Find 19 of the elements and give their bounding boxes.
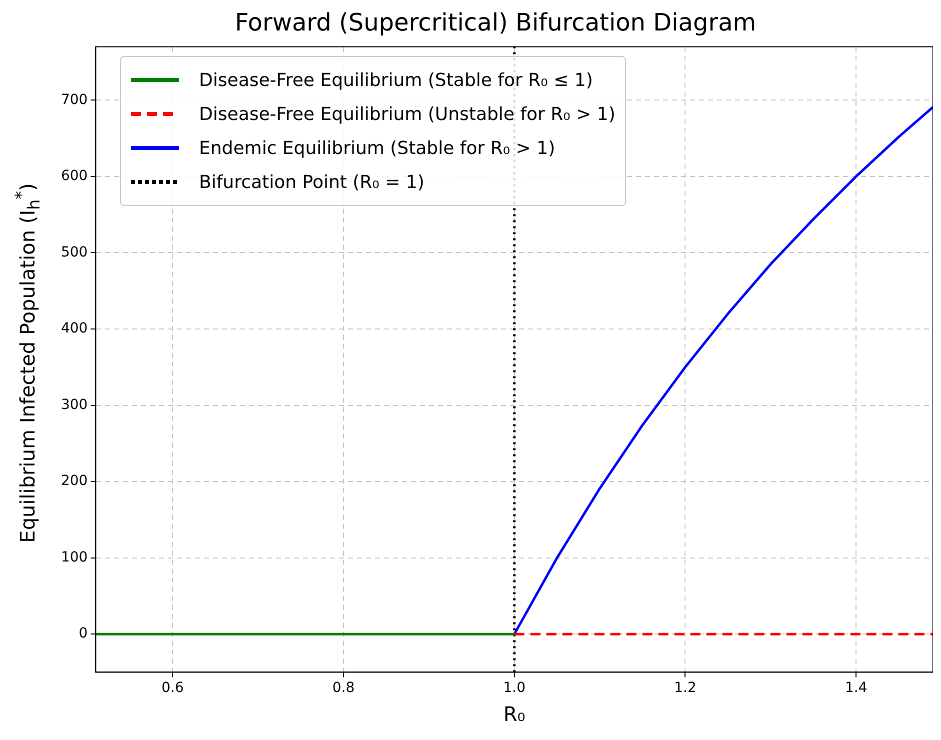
y-tick-label: 300 <box>60 396 88 413</box>
x-tick-label: 0.8 <box>332 680 355 696</box>
chart-title: Forward (Supercritical) Bifurcation Diagram <box>234 8 756 37</box>
y-tick-label: 0 <box>78 626 88 642</box>
y-tick-label: 700 <box>60 92 88 108</box>
legend-label: Bifurcation Point (R₀ = 1) <box>199 172 424 192</box>
y-tick-label: 600 <box>60 168 88 184</box>
y-tick-label: 200 <box>60 473 88 490</box>
x-tick-label: 1.2 <box>674 680 696 696</box>
x-tick-label: 0.6 <box>161 680 184 696</box>
x-tick-label: 1.4 <box>844 680 868 696</box>
legend-label: Endemic Equilibrium (Stable for R₀ > 1) <box>199 138 556 158</box>
y-tick-label: 400 <box>60 320 88 337</box>
legend-label: Disease-Free Equilibrium (Stable for R₀ ≤ 1) <box>199 70 593 90</box>
x-tick-label: 1.0 <box>503 680 526 696</box>
y-tick-label: 100 <box>60 549 88 566</box>
x-axis-title: R₀ <box>503 702 526 726</box>
y-tick-label: 500 <box>60 244 88 260</box>
legend-label: Disease-Free Equilibrium (Unstable for R₀ > 1) <box>199 104 616 124</box>
